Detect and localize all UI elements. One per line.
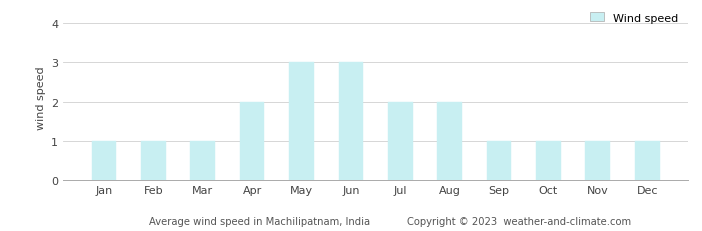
Bar bbox=[190, 141, 215, 180]
Bar bbox=[141, 141, 166, 180]
Bar bbox=[635, 141, 660, 180]
Bar bbox=[91, 141, 117, 180]
Bar bbox=[437, 102, 462, 180]
Bar bbox=[240, 102, 265, 180]
Bar bbox=[486, 141, 511, 180]
Text: Copyright © 2023  weather-and-climate.com: Copyright © 2023 weather-and-climate.com bbox=[407, 216, 632, 226]
Bar bbox=[289, 63, 314, 180]
Bar bbox=[388, 102, 413, 180]
Y-axis label: wind speed: wind speed bbox=[36, 67, 46, 130]
Text: Average wind speed in Machilipatnam, India: Average wind speed in Machilipatnam, Ind… bbox=[150, 216, 370, 226]
Bar bbox=[536, 141, 561, 180]
Bar bbox=[585, 141, 610, 180]
Bar bbox=[338, 63, 363, 180]
Legend: Wind speed: Wind speed bbox=[586, 9, 682, 28]
